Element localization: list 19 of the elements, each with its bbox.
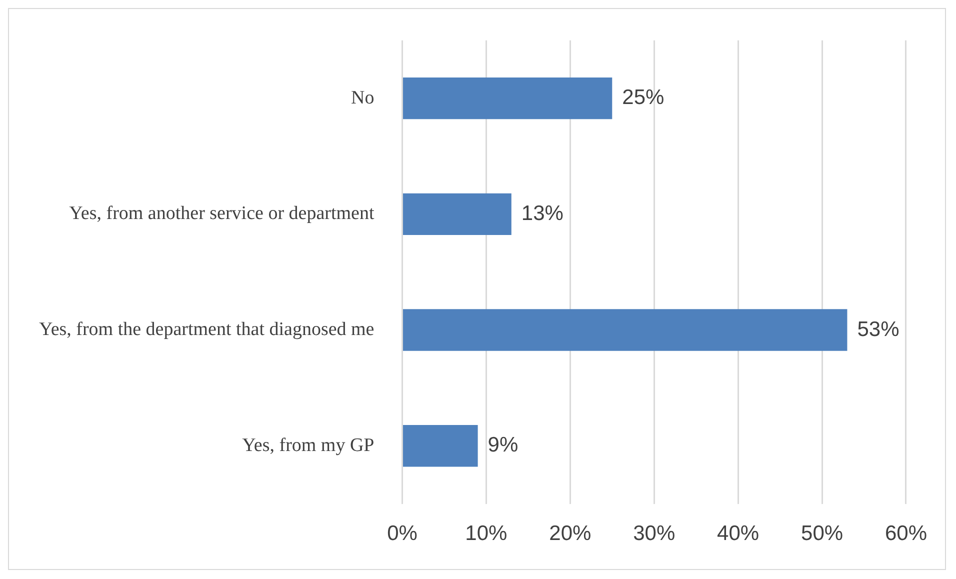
data-label: 13%	[521, 202, 564, 225]
y-tick-label: No	[351, 87, 374, 108]
y-tick-label: Yes, from the department that diagnosed me	[38, 319, 374, 340]
bar	[402, 425, 478, 467]
x-tick-label: 40%	[717, 522, 760, 546]
x-tick-label: 0%	[387, 522, 418, 546]
x-tick-label: 30%	[633, 522, 676, 546]
bar	[402, 77, 612, 120]
x-tick-label: 50%	[801, 522, 844, 546]
y-tick-label: Yes, from my GP	[242, 434, 374, 456]
data-label: 53%	[857, 318, 900, 341]
data-label: 9%	[488, 434, 518, 457]
bar	[402, 193, 512, 236]
x-tick-label: 20%	[549, 522, 592, 546]
data-label: 25%	[622, 86, 664, 110]
x-tick-label: 10%	[465, 522, 508, 546]
y-tick-label: Yes, from another service or department	[69, 203, 375, 224]
bar	[402, 309, 848, 351]
x-tick-label: 60%	[884, 522, 927, 546]
